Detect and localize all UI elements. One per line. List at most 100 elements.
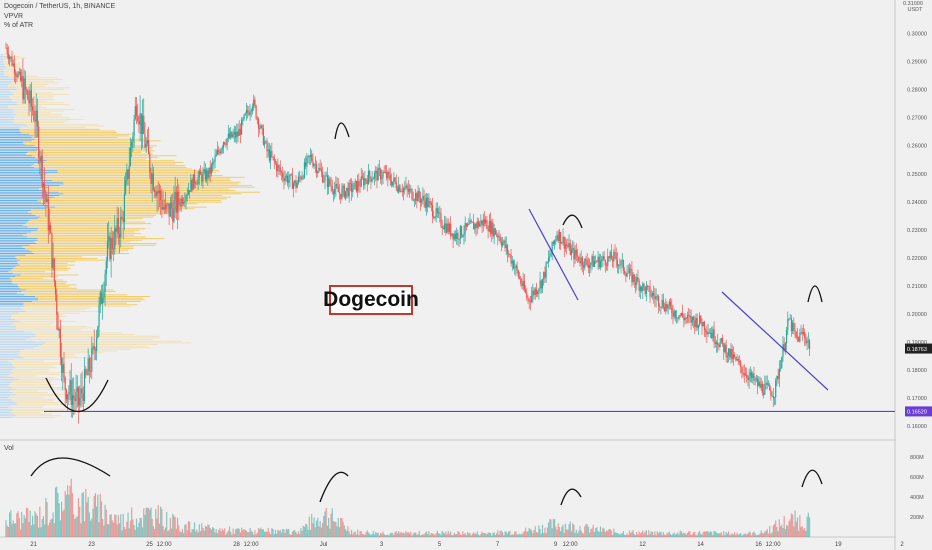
profile-row-up xyxy=(24,349,131,350)
candle-down xyxy=(308,155,310,157)
volume-bar xyxy=(346,531,348,537)
volume-bar xyxy=(685,534,687,537)
candle-down xyxy=(140,113,142,135)
candle-down xyxy=(199,171,202,175)
volume-bar xyxy=(737,534,739,537)
volume-bar xyxy=(419,535,422,537)
candle-up xyxy=(244,113,246,115)
profile-row-down xyxy=(0,257,17,259)
profile-row-down xyxy=(0,324,12,326)
candle-down xyxy=(175,191,177,213)
volume-bar xyxy=(437,533,440,537)
volume-bar xyxy=(660,531,662,537)
volume-bar xyxy=(354,531,356,537)
candle-up xyxy=(574,249,576,260)
volume-bar xyxy=(798,530,800,537)
profile-row-down xyxy=(0,350,20,352)
candle-down xyxy=(395,181,397,189)
profile-row-down xyxy=(0,74,4,76)
profile-row-up xyxy=(34,145,157,147)
candle-down xyxy=(88,358,90,372)
profile-row-down xyxy=(0,228,39,230)
profile-row-down xyxy=(0,80,14,82)
candle-down xyxy=(500,241,503,246)
candle-down xyxy=(674,310,677,318)
candle-down xyxy=(521,283,523,287)
volume-bar xyxy=(40,527,42,537)
candle-down xyxy=(100,292,103,304)
candle-down xyxy=(481,220,483,226)
profile-row-up xyxy=(15,87,71,89)
candle-up xyxy=(80,388,82,398)
profile-row-up xyxy=(15,256,82,258)
profile-row-up xyxy=(15,327,93,329)
volume-bar xyxy=(503,535,505,537)
volume-bar xyxy=(170,528,173,537)
candle-down xyxy=(118,233,121,238)
candle-up xyxy=(684,318,686,321)
candle-up xyxy=(448,223,451,232)
profile-row-down xyxy=(0,337,30,339)
volume-bar xyxy=(330,513,332,537)
candle-up xyxy=(404,187,406,189)
volume-bar xyxy=(521,534,523,537)
profile-row-down xyxy=(0,388,16,390)
profile-row-down xyxy=(0,94,14,95)
profile-row-down xyxy=(0,241,35,243)
candle-up xyxy=(185,195,187,202)
volume-bar xyxy=(233,533,235,537)
volume-bar xyxy=(209,528,211,537)
volume-bar xyxy=(13,523,16,537)
volume-bar xyxy=(569,521,571,537)
volume-bar xyxy=(218,529,220,537)
profile-row-up xyxy=(11,279,63,281)
profile-row-down xyxy=(0,385,9,387)
candle-up xyxy=(775,380,777,398)
profile-row-up xyxy=(7,107,47,109)
volume-bar xyxy=(788,521,790,537)
volume-bar xyxy=(642,530,644,537)
volume-bar xyxy=(619,534,621,537)
profile-row-up xyxy=(20,127,86,129)
candle-up xyxy=(665,303,667,311)
candle-down xyxy=(302,176,304,178)
candle-down xyxy=(603,256,605,261)
candle-down xyxy=(411,189,413,200)
profile-row-up xyxy=(9,412,41,413)
candle-up xyxy=(103,292,105,298)
volume-bar xyxy=(546,527,548,537)
volume-bar xyxy=(637,534,639,537)
profile-row-down xyxy=(0,243,37,244)
volume-bar xyxy=(601,531,603,537)
candle-up xyxy=(531,295,533,302)
profile-row-up xyxy=(43,198,227,200)
profile-row-up xyxy=(26,153,153,155)
price-axis-currency: USDT xyxy=(908,7,924,13)
profile-row-up xyxy=(17,354,75,355)
profile-row-up xyxy=(3,59,18,61)
candle-up xyxy=(593,261,596,267)
volume-bar xyxy=(195,531,197,537)
candle-down xyxy=(407,188,409,192)
candle-down xyxy=(115,228,117,232)
profile-row-up xyxy=(29,244,156,246)
candle-down xyxy=(445,223,447,233)
profile-row-down xyxy=(0,178,43,180)
candle-down xyxy=(615,252,617,260)
profile-row-down xyxy=(0,334,36,336)
candle-up xyxy=(621,260,623,262)
profile-row-up xyxy=(38,299,145,301)
volume-bar xyxy=(23,514,25,537)
volume-bar xyxy=(199,531,202,537)
volume-bar xyxy=(448,533,451,537)
candle-down xyxy=(388,171,390,175)
profile-row-down xyxy=(0,256,16,258)
volume-bar xyxy=(771,532,773,537)
volume-bar xyxy=(789,519,791,537)
candle-up xyxy=(253,99,255,107)
candle-up xyxy=(493,228,495,237)
time-tick-label: 23 xyxy=(88,542,95,548)
profile-row-down xyxy=(0,299,39,301)
volume-bar xyxy=(562,524,564,537)
